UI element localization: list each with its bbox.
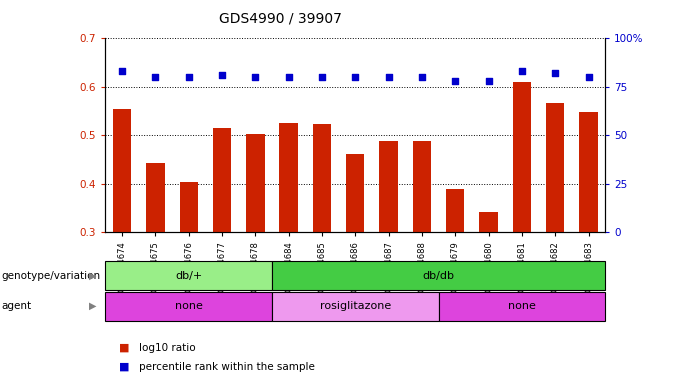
Point [150,74,160,80]
Text: ▶: ▶ [89,301,97,311]
Bar [279,123,298,232]
Text: agent: agent [1,301,31,311]
Bar [513,82,531,232]
Bar [246,134,265,232]
Bar [180,182,198,232]
Bar [146,162,165,232]
Text: log10 ratio: log10 ratio [139,343,196,353]
Bar [546,103,564,232]
Point [384,74,394,80]
Text: GDS4990 / 39907: GDS4990 / 39907 [219,12,342,25]
Bar [446,189,464,232]
Bar [413,141,431,232]
Bar [346,154,364,232]
Point [583,74,594,80]
Point [549,70,560,76]
Bar [213,128,231,232]
Point [217,72,228,78]
Point [450,78,461,84]
Text: db/+: db/+ [175,270,203,281]
Text: genotype/variation: genotype/variation [1,270,101,281]
Text: rosiglitazone: rosiglitazone [320,301,391,311]
Point [483,78,494,84]
Bar [113,109,131,232]
Point [250,74,261,80]
Point [517,68,528,74]
Point [117,68,128,74]
Text: ■: ■ [119,362,129,372]
Text: ▶: ▶ [89,270,97,281]
Text: none: none [175,301,203,311]
Bar [479,212,498,232]
Text: percentile rank within the sample: percentile rank within the sample [139,362,316,372]
Bar [579,112,598,232]
Text: ■: ■ [119,343,129,353]
Point [416,74,428,80]
Point [350,74,361,80]
Text: none: none [508,301,536,311]
Point [317,74,328,80]
Point [184,74,194,80]
Point [284,74,294,80]
Bar [379,141,398,232]
Bar [313,124,331,232]
Text: db/db: db/db [422,270,455,281]
